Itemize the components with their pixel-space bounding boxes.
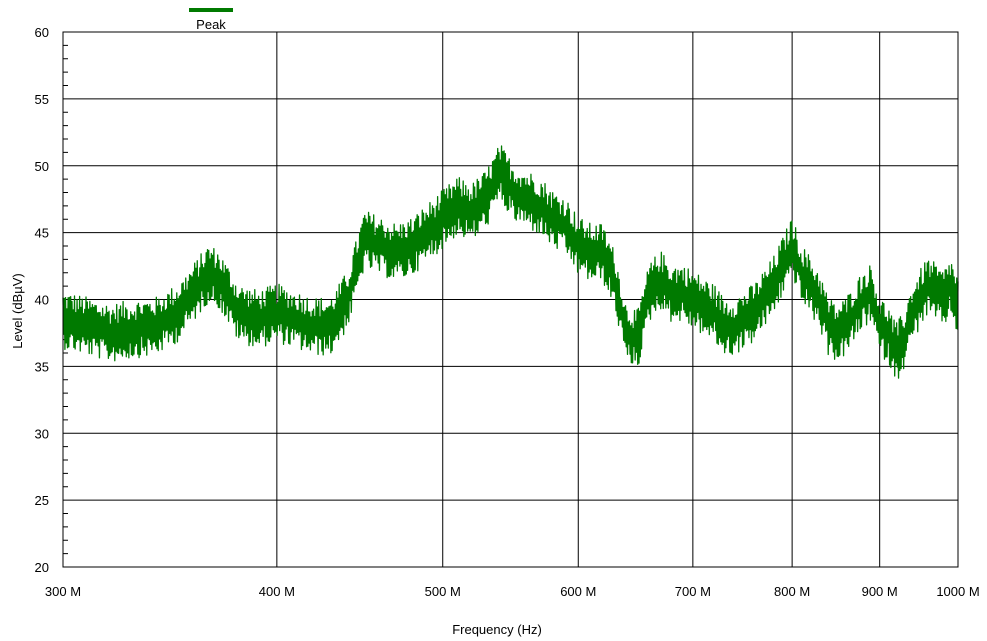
x-tick-labels: 300 M 400 M 500 M 600 M 700 M 800 M 900 M 1000 …: [45, 584, 980, 599]
x-tick-label: 600 M: [560, 584, 596, 599]
y-tick-label: 60: [35, 25, 49, 40]
y-tick-label: 20: [35, 560, 49, 575]
y-axis-title: Level (dBµV): [10, 273, 25, 348]
y-tick-label: 50: [35, 159, 49, 174]
y-tick-label: 30: [35, 426, 49, 441]
x-tick-label: 900 M: [862, 584, 898, 599]
x-tick-label: 700 M: [675, 584, 711, 599]
x-tick-label: 800 M: [774, 584, 810, 599]
y-tick-label: 55: [35, 92, 49, 107]
x-tick-label: 1000 M: [936, 584, 979, 599]
y-tick-label: 35: [35, 359, 49, 374]
x-tick-label: 300 M: [45, 584, 81, 599]
legend: Peak: [189, 8, 233, 32]
x-axis-title: Frequency (Hz): [452, 622, 542, 637]
plot-frame: [62, 31, 959, 568]
x-tick-label: 500 M: [425, 584, 461, 599]
y-tick-label: 45: [35, 226, 49, 241]
peak-series-line: [62, 145, 959, 379]
y-tick-labels: 20 25 30 35 40 45 50 55 60: [35, 25, 49, 575]
y-tick-label: 25: [35, 493, 49, 508]
y-minor-ticks: [63, 44, 68, 555]
y-tick-label: 40: [35, 293, 49, 308]
x-tick-label: 400 M: [259, 584, 295, 599]
legend-label-peak: Peak: [196, 17, 226, 32]
